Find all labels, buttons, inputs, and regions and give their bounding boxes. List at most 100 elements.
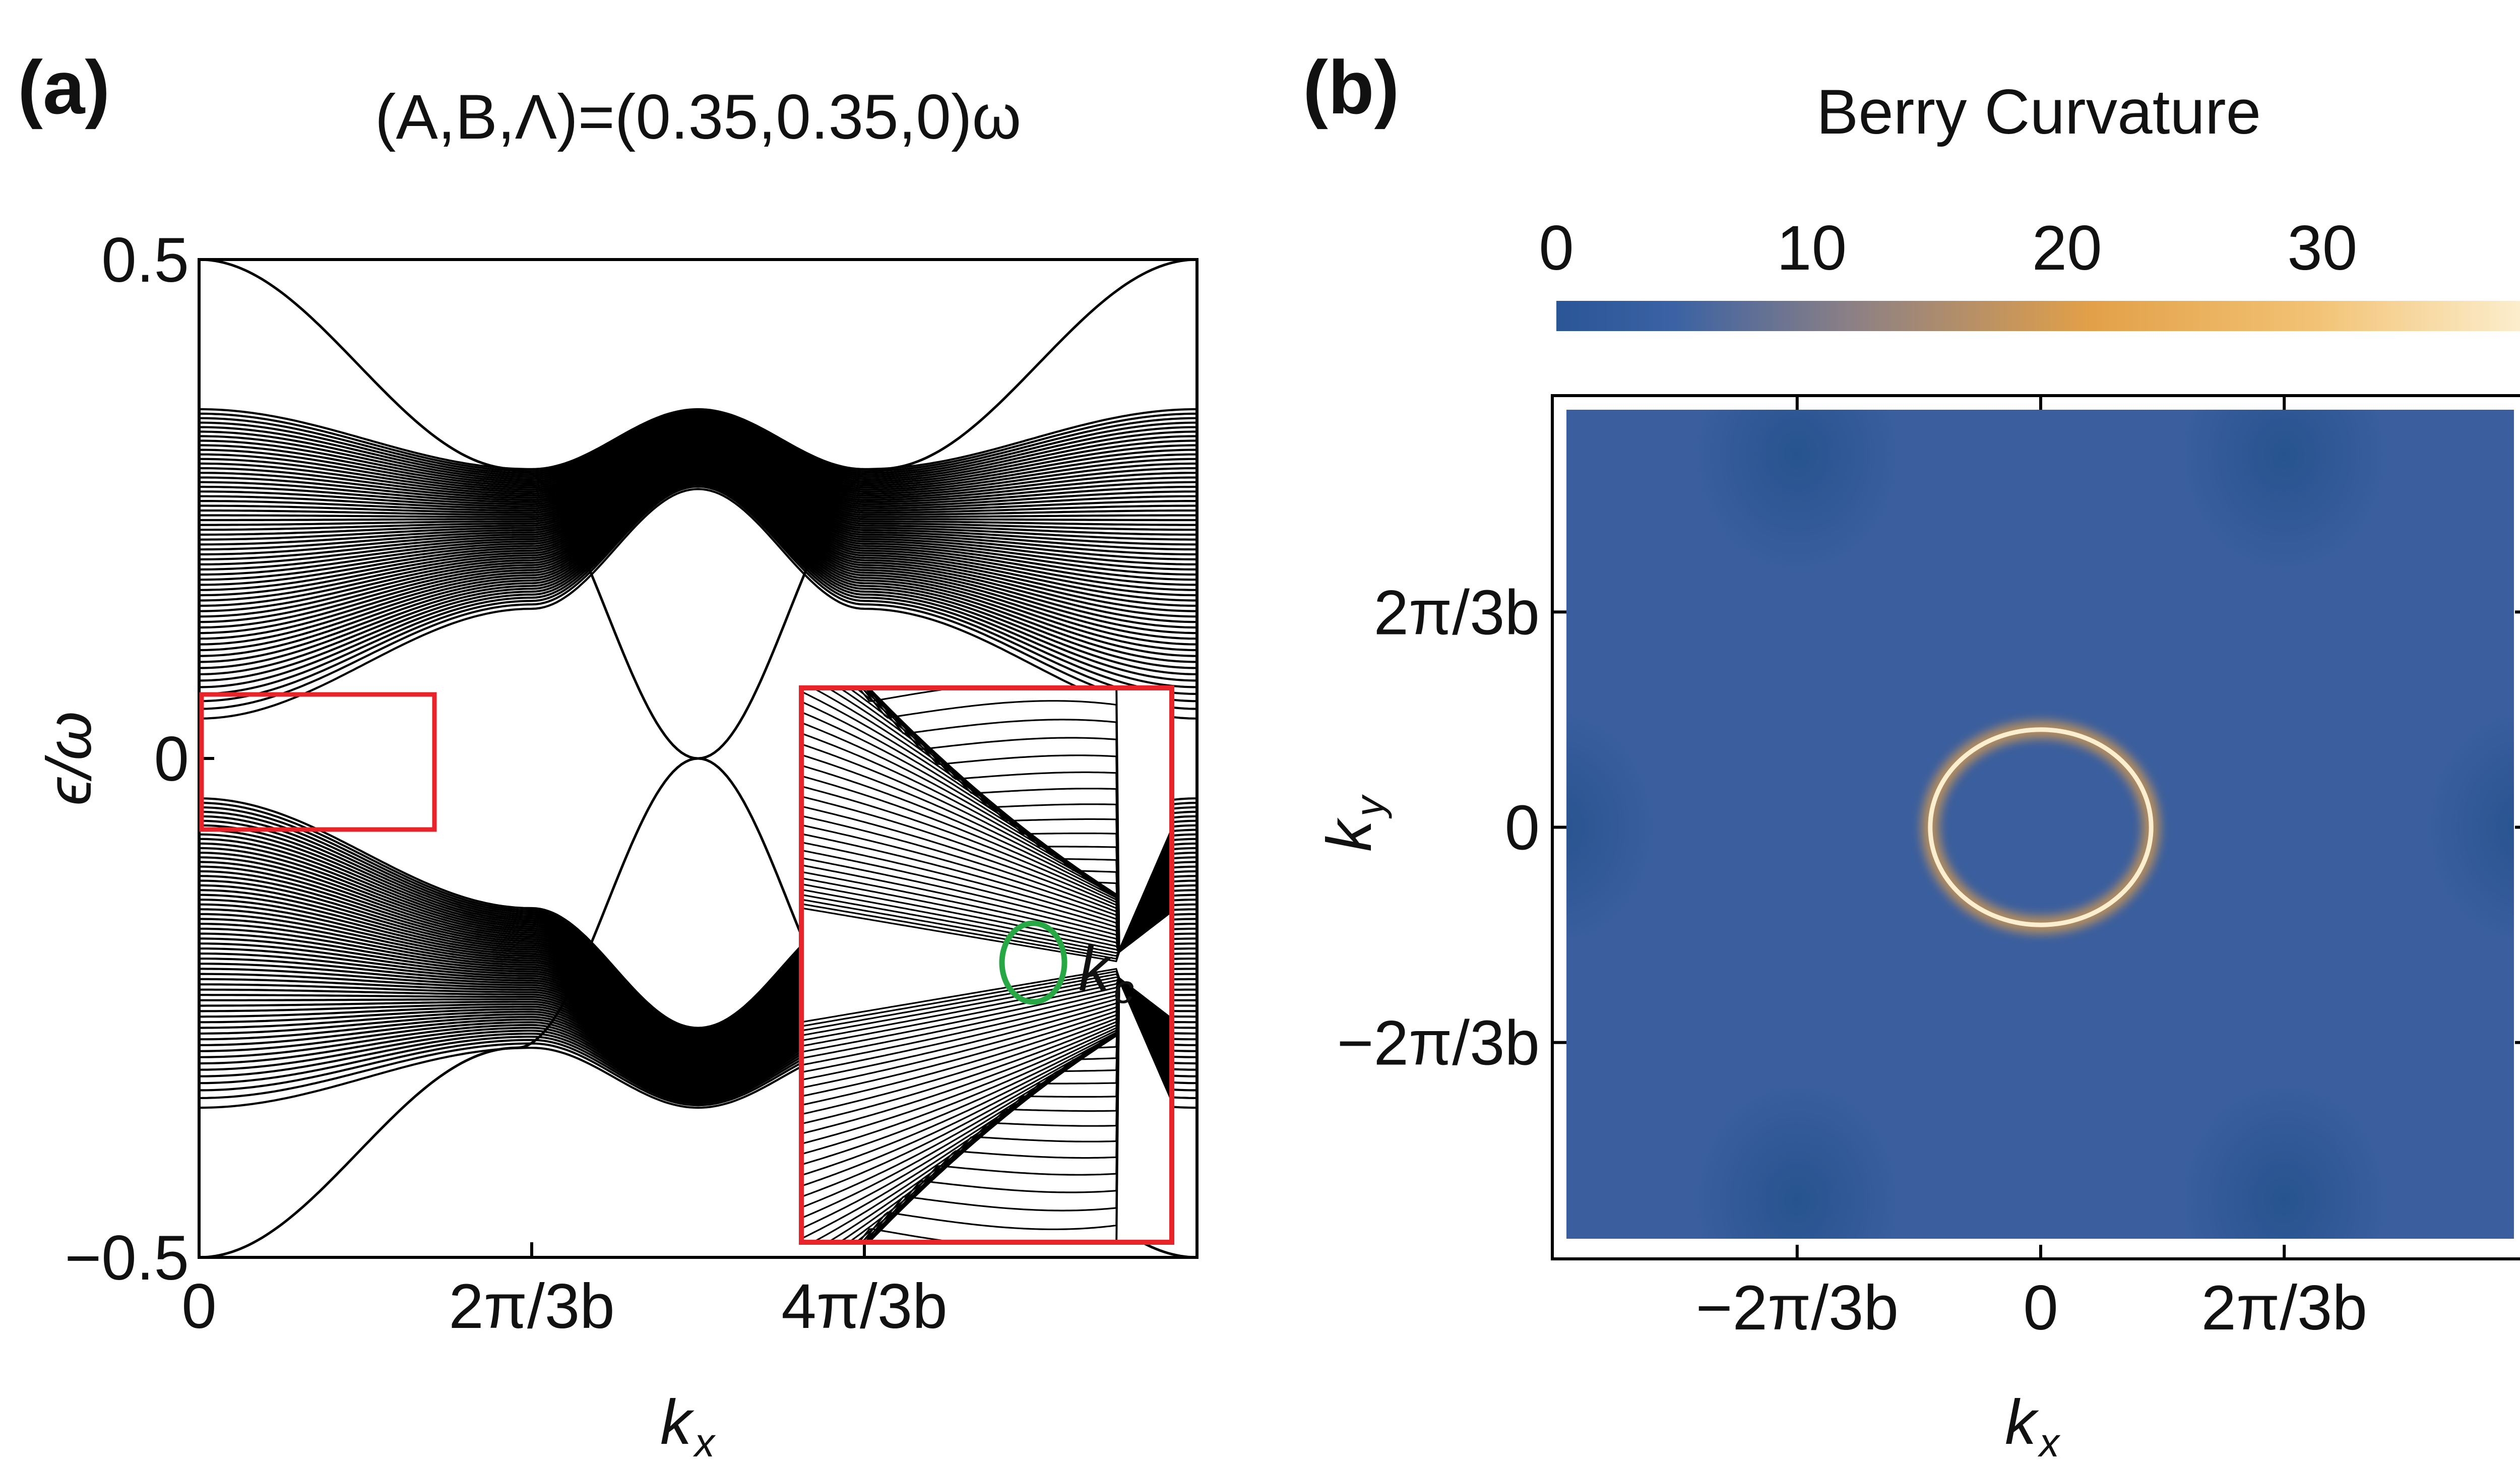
upper-band-line	[199, 425, 1197, 501]
upper-band-line	[199, 466, 1197, 634]
heatmap-dark-spot	[1696, 1084, 1898, 1239]
inset-band-line	[801, 977, 1172, 1081]
upper-band-line	[199, 480, 1197, 688]
upper-band-line	[199, 434, 1197, 516]
kc-label-sub: c	[1114, 967, 1134, 1011]
inset-band-line	[801, 785, 1172, 953]
upper-band-line	[199, 485, 1197, 710]
colorbar-tick-label: 0	[1539, 213, 1574, 283]
inset-band-line	[801, 977, 1172, 1053]
inset-band-line	[801, 795, 1172, 953]
upper-band-line	[199, 476, 1197, 675]
heatmap-dark-spot	[2428, 713, 2514, 942]
y-tick-label-b: −2π/3b	[1337, 1008, 1540, 1078]
inset-band-line	[801, 824, 1172, 953]
upper-band-line	[199, 430, 1197, 510]
inset-band-line	[801, 977, 1172, 1145]
upper-band-line	[199, 413, 1197, 479]
upper-band-line	[199, 436, 1197, 522]
upper-band-line	[199, 409, 1197, 472]
panel-a: (a) (A,B,Λ)=(0.35,0.35,0)ω 0.50−0.5 0 2π/…	[18, 45, 1199, 1464]
inset-band-line	[866, 688, 1172, 950]
x-axis-label-b-main: k	[2005, 1387, 2039, 1457]
upper-band-line	[199, 452, 1197, 581]
upper-band-line	[199, 418, 1197, 489]
heatmap-background	[1566, 410, 2514, 1239]
inset-band-line	[801, 977, 1172, 1115]
inset-band-line	[801, 871, 1172, 953]
upper-band-line	[199, 431, 1197, 512]
upper-band-line	[199, 481, 1197, 695]
x-axis-ticks-b: −2π/3b 0 2π/3b	[1696, 396, 2367, 1343]
x-axis-ticks: 0 2π/3b 4π/3b	[181, 1242, 948, 1342]
zoom-region-box	[199, 692, 437, 832]
inset-band-line	[801, 977, 1172, 1097]
inset-band-line	[867, 688, 1172, 950]
upper-band-line	[199, 444, 1197, 551]
colorbar	[1556, 301, 2520, 331]
inset-band-line	[801, 815, 1172, 953]
colorbar-tick-label: 30	[2287, 213, 2357, 283]
upper-band-line	[199, 439, 1197, 531]
x-axis-label-a: k x	[660, 1387, 716, 1464]
upper-band-line	[199, 422, 1197, 495]
panel-a-label: (a)	[18, 45, 110, 130]
inset-band-line	[864, 688, 1172, 950]
x-tick-label: 4π/3b	[781, 1271, 948, 1342]
inset-band-line	[867, 688, 1172, 950]
upper-band-line	[199, 421, 1197, 493]
heatmap-dark-spot	[1696, 410, 1898, 570]
inset-band-line	[801, 894, 1172, 954]
inset-band-line	[801, 775, 1172, 953]
inset-band-line	[801, 977, 1172, 1059]
x-axis-label-b-sub: x	[2037, 1420, 2061, 1464]
inset-band-line	[801, 973, 1172, 1032]
inset-band-line	[801, 877, 1172, 953]
colorbar-tick-label: 10	[1777, 213, 1847, 283]
heatmap	[1566, 410, 2514, 1239]
heatmap-dark-spot	[2183, 1084, 2385, 1239]
x-tick-label-b: −2π/3b	[1696, 1273, 1899, 1343]
inset-band-line	[858, 688, 1172, 950]
inset-band-line	[801, 970, 1172, 1027]
kc-label: k	[1079, 934, 1113, 1004]
inset: k c	[799, 685, 1174, 1245]
upper-band-line	[199, 451, 1197, 576]
kc-marker-ellipse	[999, 920, 1067, 1005]
upper-band-line	[199, 414, 1197, 480]
inset-band-line	[801, 903, 1172, 960]
inset-band-line	[801, 977, 1172, 1125]
upper-band-line	[199, 473, 1197, 663]
upper-band-line	[199, 475, 1197, 669]
upper-band-line	[199, 415, 1197, 483]
inset-band-line	[801, 977, 1172, 1042]
upper-band-line	[199, 448, 1197, 565]
inset-band-line	[866, 979, 1172, 1242]
y-axis-label-b: k y	[1314, 794, 1392, 852]
x-tick-label-b: 2π/3b	[2201, 1273, 2367, 1343]
inset-band-line	[801, 864, 1172, 953]
upper-band-line	[199, 428, 1197, 505]
y-tick-label: 0.5	[101, 225, 189, 295]
upper-band-line	[199, 469, 1197, 646]
upper-band-line	[199, 427, 1197, 503]
upper-band-line	[199, 462, 1197, 618]
upper-band-line	[199, 433, 1197, 514]
band-structure	[199, 260, 1197, 1257]
upper-band-line	[199, 429, 1197, 507]
x-tick-label: 0	[181, 1271, 217, 1342]
inset-band-line	[864, 980, 1172, 1242]
upper-band-line	[199, 449, 1197, 571]
inset-band-line	[801, 977, 1172, 1073]
colorbar-tick-label: 20	[2032, 213, 2102, 283]
y-tick-label-b: 0	[1504, 793, 1540, 863]
inset-band-line	[801, 907, 1172, 963]
inset-band-line	[801, 849, 1172, 953]
inset-band-line	[801, 977, 1172, 1089]
y-axis-ticks-b: 2π/3b 0 −2π/3b	[1337, 578, 2520, 1078]
inset-band-line	[801, 883, 1172, 953]
inset-band-line	[801, 841, 1172, 953]
upper-band-line	[199, 447, 1197, 561]
inset-band-line	[801, 977, 1172, 1106]
upper-band-line	[199, 464, 1197, 629]
